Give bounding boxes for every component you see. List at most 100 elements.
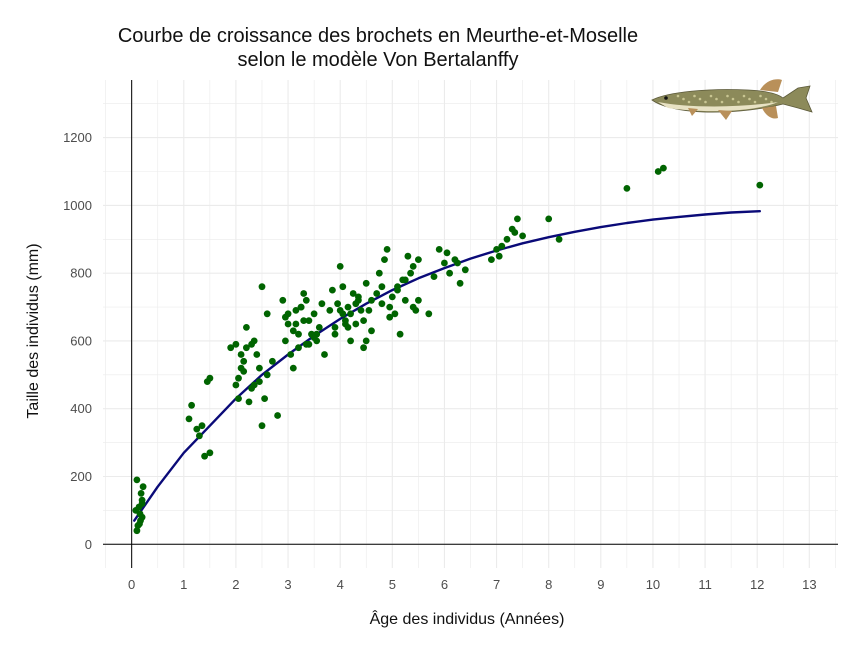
data-point	[261, 395, 268, 402]
y-tick-label: 800	[70, 266, 92, 281]
data-point	[401, 296, 409, 304]
data-point	[329, 286, 336, 294]
data-point	[368, 327, 375, 335]
data-point	[336, 263, 344, 270]
chart-title-line-1: Courbe de croissance des brochets en Meu…	[118, 25, 638, 47]
data-point	[388, 293, 396, 301]
data-point	[488, 256, 495, 263]
data-point	[235, 374, 242, 382]
data-point	[362, 337, 370, 345]
data-point	[383, 246, 391, 253]
x-tick-label: 9	[597, 577, 604, 592]
data-point	[139, 483, 147, 491]
data-point	[394, 286, 401, 294]
y-tick-label: 0	[85, 537, 92, 552]
x-tick-label: 13	[802, 577, 816, 592]
data-point	[198, 422, 206, 430]
data-point	[258, 283, 266, 291]
x-tick-label: 0	[128, 577, 135, 592]
data-point	[295, 330, 302, 338]
data-point	[292, 320, 300, 328]
data-point	[300, 290, 308, 297]
data-point	[193, 425, 201, 433]
x-tick-labels: 0 1 2 3 4 5 6 7 8 9 10 11 12 13	[128, 577, 817, 592]
data-point	[235, 395, 242, 402]
data-point	[365, 307, 373, 314]
data-point	[284, 320, 292, 328]
data-point	[511, 229, 519, 236]
data-point	[441, 259, 448, 267]
data-point	[310, 334, 318, 341]
x-tick-label: 3	[284, 577, 291, 592]
data-point	[188, 401, 196, 409]
axes	[103, 80, 838, 568]
x-tick-label: 6	[441, 577, 448, 592]
x-tick-label: 12	[750, 577, 764, 592]
x-tick-label: 4	[337, 577, 344, 592]
x-tick-label: 1	[180, 577, 187, 592]
data-point	[315, 324, 323, 331]
data-point	[331, 330, 339, 338]
data-point	[137, 490, 145, 497]
data-point	[404, 252, 412, 260]
data-point	[292, 307, 300, 314]
chart-title-line-2: selon le modèle Von Bertalanffy	[238, 49, 519, 71]
von-bertalanffy-curve	[133, 210, 761, 522]
data-point	[232, 381, 240, 389]
x-tick-label: 10	[646, 577, 660, 592]
data-point	[297, 303, 305, 311]
data-point	[360, 344, 367, 352]
data-point	[344, 303, 352, 311]
data-point	[347, 337, 354, 345]
data-point	[253, 351, 261, 358]
data-point	[391, 310, 399, 318]
data-point	[446, 269, 453, 277]
data-point	[206, 449, 214, 457]
data-point	[289, 364, 297, 372]
data-point	[495, 252, 503, 260]
data-point	[352, 300, 360, 308]
data-point	[357, 307, 365, 314]
x-tick-label: 11	[698, 577, 712, 592]
data-point	[660, 164, 667, 172]
data-point	[243, 344, 250, 352]
data-point	[396, 330, 404, 338]
data-point	[386, 313, 394, 321]
data-point	[654, 168, 662, 175]
data-point	[240, 357, 248, 365]
data-point	[196, 432, 203, 440]
data-point	[368, 296, 375, 304]
data-point	[545, 215, 553, 223]
data-point	[415, 256, 422, 263]
data-point	[401, 276, 409, 284]
data-point	[425, 310, 433, 318]
data-point	[256, 378, 263, 385]
data-point	[232, 340, 240, 348]
y-tick-labels: 0 200 400 600 800 1000 1200	[63, 130, 92, 552]
data-point	[409, 303, 417, 311]
data-point	[381, 256, 388, 263]
data-point	[206, 374, 214, 382]
x-axis-title: Âge des individus (Années)	[370, 609, 565, 628]
pike-fish-image	[651, 79, 813, 120]
data-point	[318, 300, 326, 308]
data-point	[185, 415, 193, 423]
y-tick-label: 200	[70, 469, 92, 484]
data-point	[289, 327, 297, 335]
x-tick-label: 8	[545, 577, 552, 592]
data-point	[347, 310, 354, 318]
data-point	[240, 368, 248, 375]
data-point	[305, 340, 313, 348]
data-point	[295, 344, 302, 352]
data-point	[302, 296, 310, 304]
data-point	[362, 279, 370, 287]
data-point	[201, 452, 209, 460]
data-point	[443, 249, 451, 257]
data-point	[326, 307, 334, 314]
minor-gridlines	[103, 80, 838, 568]
data-point	[258, 422, 266, 430]
data-point	[360, 317, 367, 324]
data-point	[243, 324, 250, 331]
data-point	[386, 303, 394, 311]
